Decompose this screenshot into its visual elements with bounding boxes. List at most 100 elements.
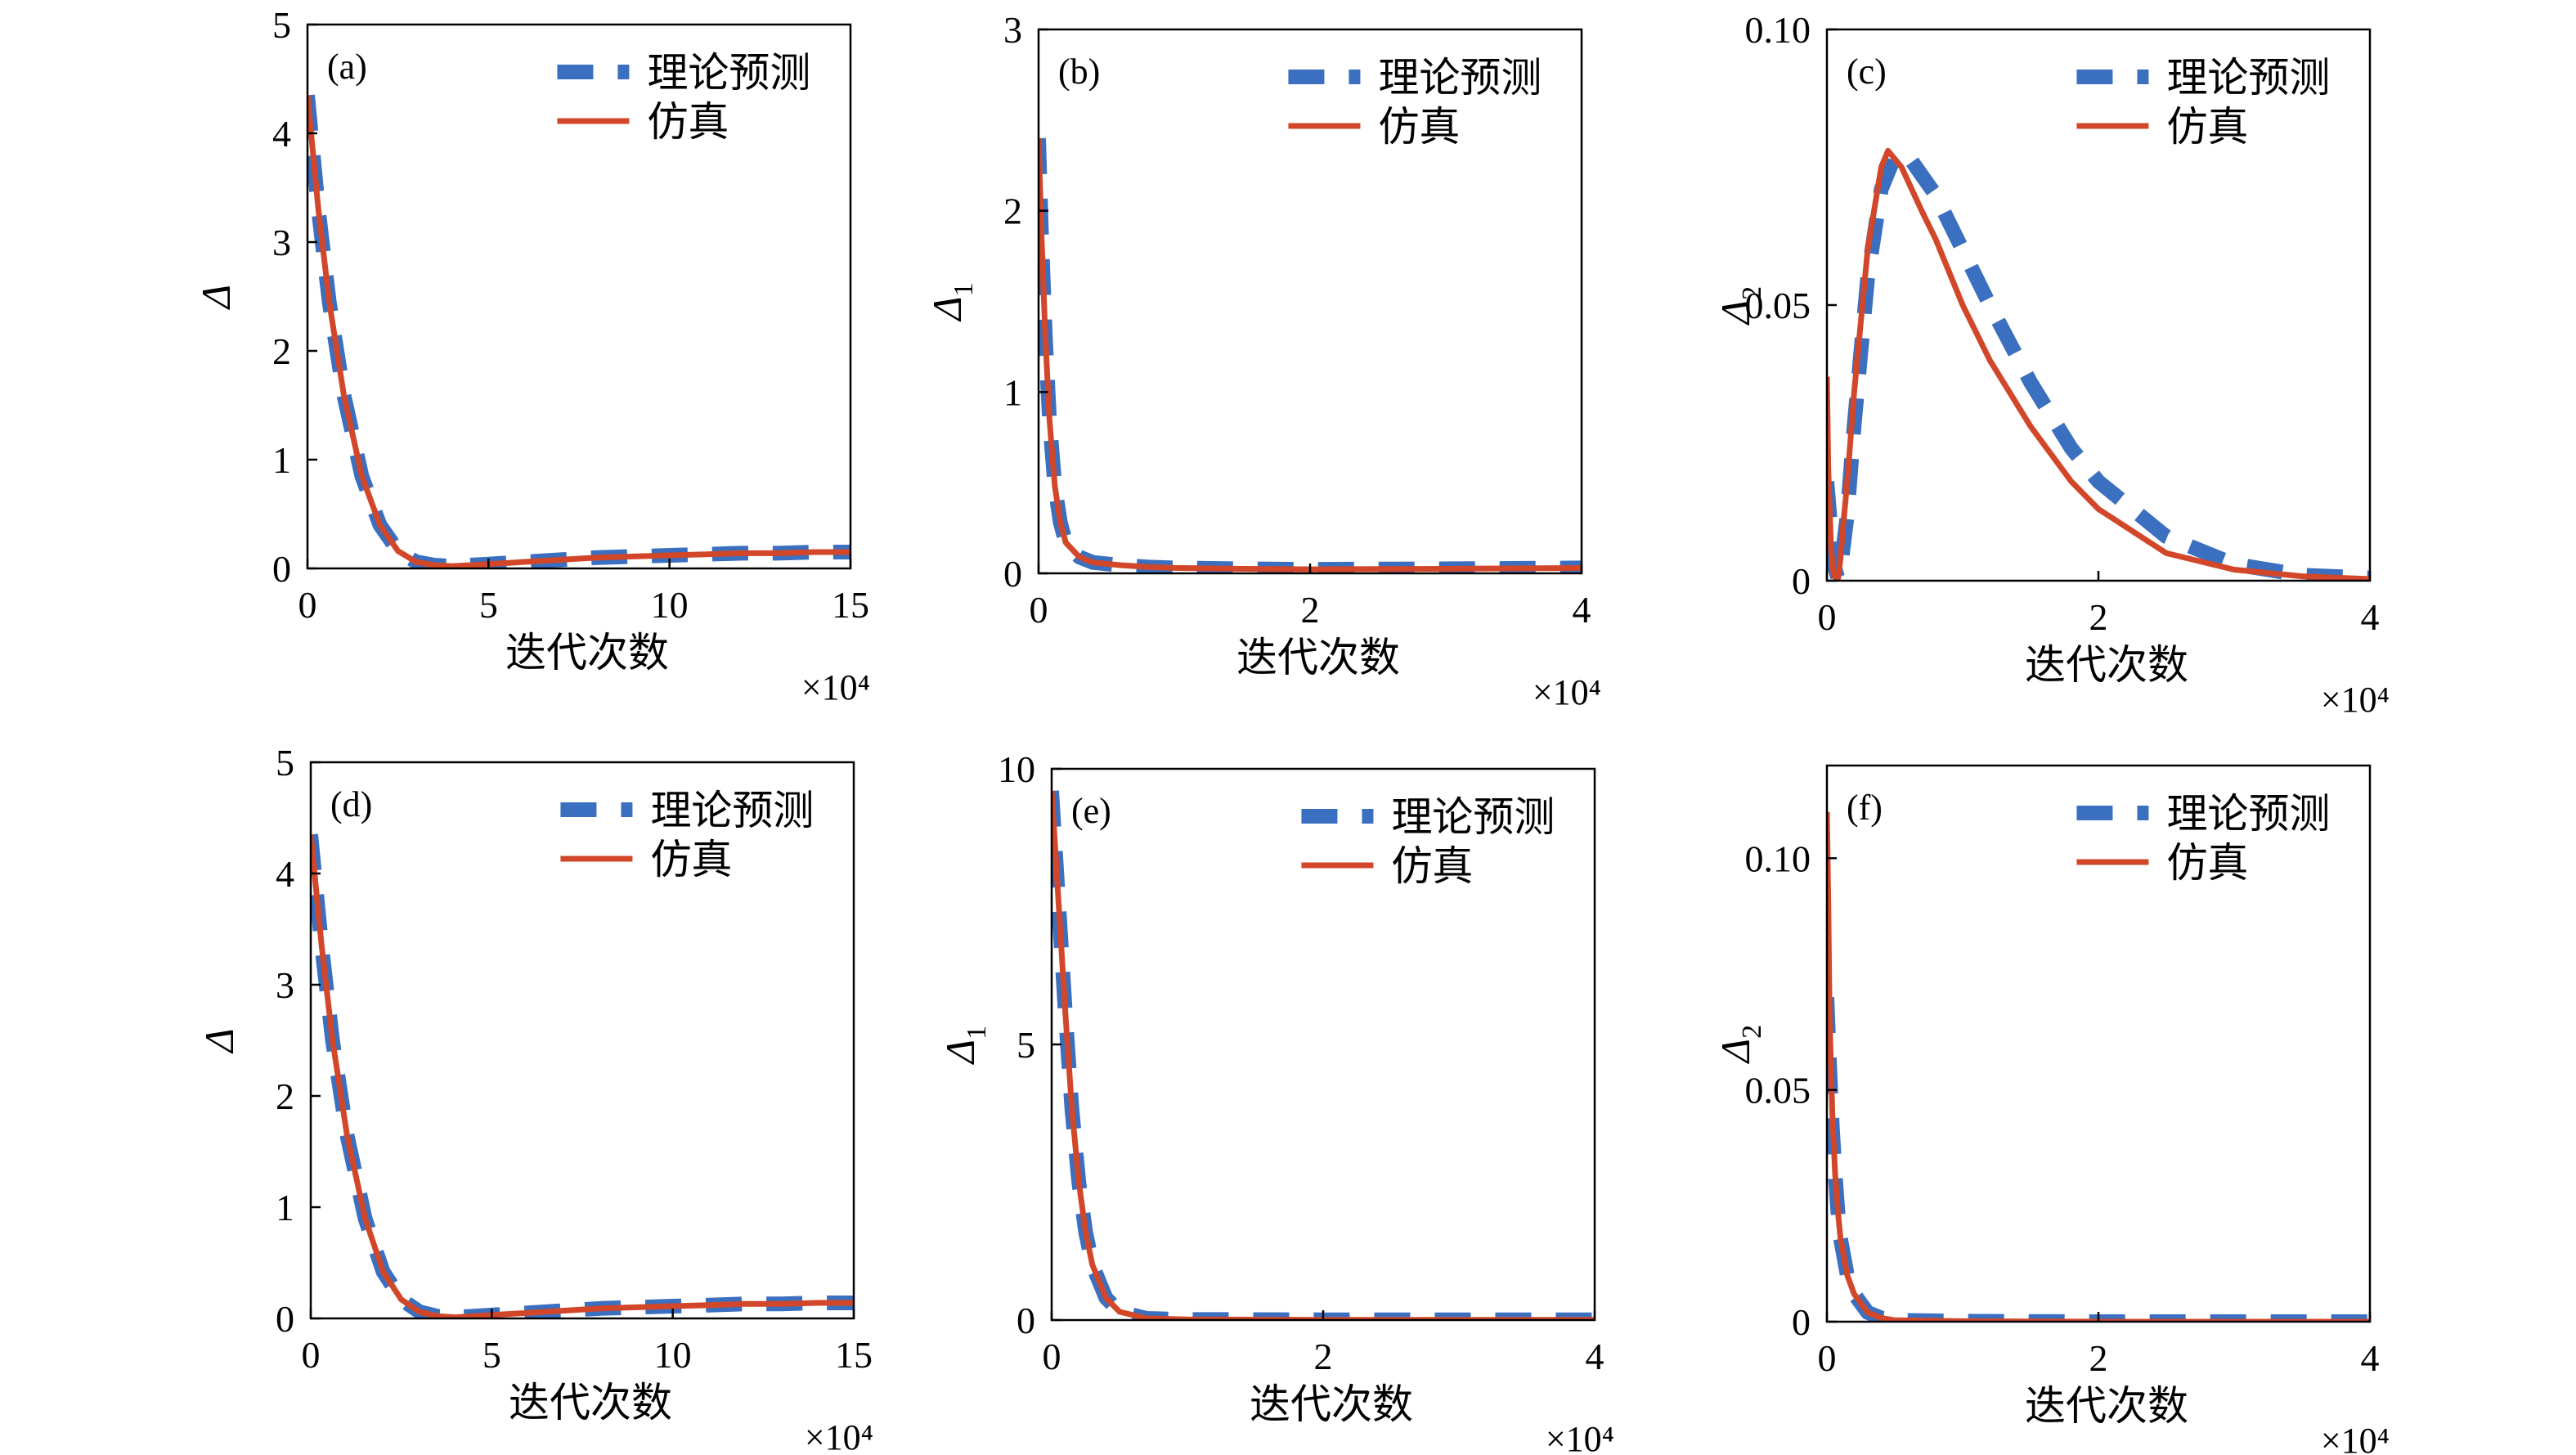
series-line-theory [1039,137,1582,573]
x-axis-label: 迭代次数 [505,630,669,676]
legend-label-theory: 理论预测 [2166,55,2330,101]
y-tick-label: 0 [1792,1301,1811,1343]
plot-frame [1037,28,1583,575]
legend-label-theory: 理论预测 [1391,794,1555,840]
x-tick-label: 2 [1301,589,1320,631]
series-line-theory [1052,790,1595,1320]
x-tick-label: 0 [1030,589,1048,631]
x-tick-label: 0 [1818,1337,1837,1379]
panel-label: (b) [1058,52,1100,92]
y-tick-label: 1 [276,1187,294,1228]
y-axis-label: Δ2 [1712,286,1767,326]
x-axis-multiplier: ×10⁴ [1533,672,1601,712]
x-tick-label: 2 [2089,596,2108,638]
x-axis-label: 迭代次数 [1250,1381,1413,1427]
y-tick-label: 1 [272,439,291,481]
y-tick-label: 5 [276,742,294,784]
panel-label: (c) [1847,52,1887,92]
legend-label-theory: 理论预测 [2166,791,2330,837]
y-tick-label: 2 [1003,191,1022,232]
panel-label: (d) [330,784,372,824]
y-tick-label: 2 [276,1076,294,1117]
y-tick-label: 0.05 [1745,285,1811,326]
y-tick-label: 1 [1003,371,1022,413]
x-axis-multiplier: ×10⁴ [2321,680,2390,720]
y-tick-label: 0.10 [1745,838,1811,879]
x-tick-label: 5 [482,1334,501,1376]
series-line-theory [1827,996,2370,1322]
x-tick-label: 2 [1314,1336,1333,1377]
x-tick-label: 5 [479,584,498,626]
y-tick-label: 0 [1003,553,1022,595]
y-tick-label: 0 [276,1298,294,1340]
legend-label-simulation: 仿真 [2166,104,2248,150]
panel-label: (a) [327,47,367,87]
x-tick-label: 4 [1573,589,1591,631]
legend-label-theory: 理论预测 [650,788,814,833]
y-tick-label: 0 [1016,1300,1035,1341]
legend-label-theory: 理论预测 [1378,55,1542,101]
plot-frame [1050,767,1596,1322]
series-line-simulation [1827,147,2370,581]
y-axis-label: Δ1 [924,282,979,321]
y-tick-label: 4 [276,853,294,895]
series-line-simulation [1052,790,1595,1320]
plot-frame [306,23,852,570]
y-tick-label: 4 [272,113,291,155]
legend-label-simulation: 仿真 [647,99,729,145]
y-tick-label: 10 [998,748,1035,790]
y-tick-label: 0 [1792,560,1811,602]
x-tick-label: 0 [1043,1336,1061,1377]
y-axis-label: Δ [193,285,239,310]
y-tick-label: 0.05 [1745,1070,1811,1111]
plot-frame [309,761,855,1320]
series-line-simulation [1827,811,2370,1322]
x-axis-multiplier: ×10⁴ [1546,1419,1614,1455]
x-axis-label: 迭代次数 [509,1380,672,1426]
y-tick-label: 2 [272,330,291,372]
x-tick-label: 15 [835,1334,873,1376]
x-axis-label: 迭代次数 [1236,635,1400,680]
y-tick-label: 3 [276,964,294,1006]
x-tick-label: 4 [2361,596,2380,638]
y-tick-label: 0 [272,548,291,590]
panel-label: (e) [1071,791,1111,831]
x-tick-label: 10 [651,584,689,626]
y-axis-label: Δ1 [937,1026,992,1065]
x-axis-multiplier: ×10⁴ [801,667,870,707]
plot-frame [1825,28,2372,582]
x-tick-label: 10 [654,1334,692,1376]
plot-frame [1825,764,2372,1323]
series-line-theory [1827,149,2370,581]
x-tick-label: 0 [298,584,317,626]
legend-label-theory: 理论预测 [647,50,810,96]
series-line-theory [311,833,854,1318]
legend-label-simulation: 仿真 [650,837,732,882]
series-line-simulation [1039,137,1582,573]
y-axis-label: Δ2 [1712,1025,1767,1064]
x-tick-label: 0 [1818,596,1837,638]
legend-label-simulation: 仿真 [1378,104,1460,150]
x-axis-multiplier: ×10⁴ [805,1417,873,1455]
x-axis-multiplier: ×10⁴ [2321,1421,2390,1455]
y-tick-label: 0.10 [1745,9,1811,51]
y-tick-label: 5 [1016,1024,1035,1066]
series-line-theory [307,94,850,568]
panel-label: (f) [1847,788,1883,828]
legend-label-simulation: 仿真 [2166,840,2248,886]
y-tick-label: 3 [1003,9,1022,51]
y-axis-label: Δ [196,1028,242,1053]
series-line-simulation [311,834,854,1318]
x-axis-label: 迭代次数 [2025,642,2188,688]
x-tick-label: 4 [1586,1336,1604,1377]
x-axis-label: 迭代次数 [2025,1383,2188,1429]
x-tick-label: 4 [2361,1337,2380,1379]
x-tick-label: 2 [2089,1337,2108,1379]
